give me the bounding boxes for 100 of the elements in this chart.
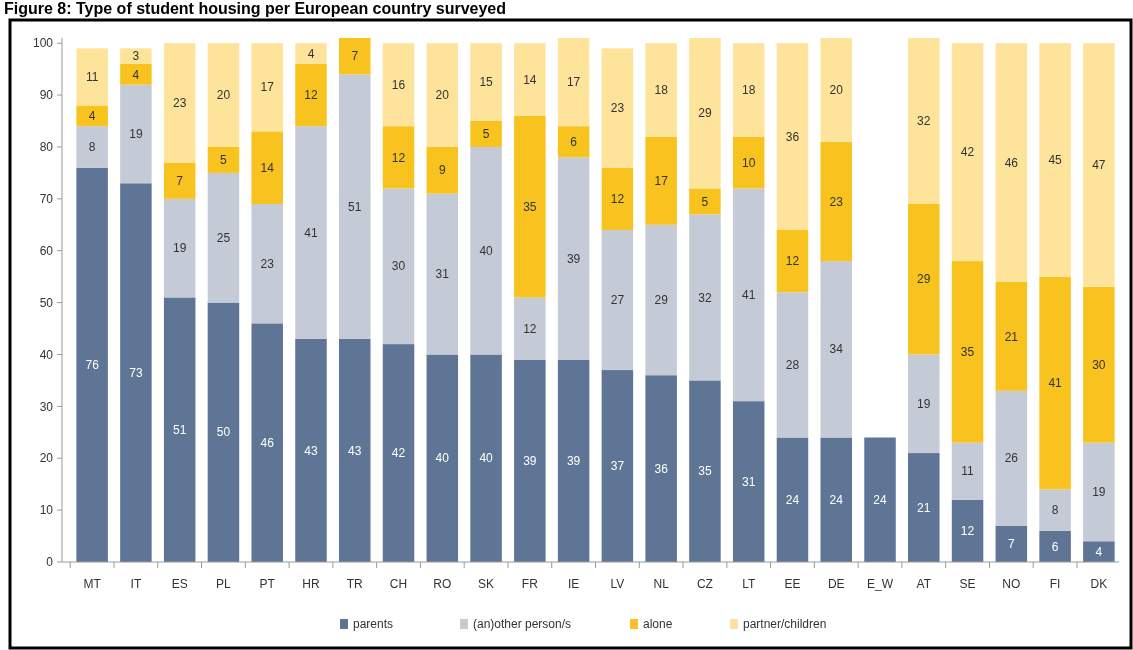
chart-title: Figure 8: Type of student housing per European country surveyed <box>4 0 506 17</box>
data-label: 7 <box>351 49 359 64</box>
bar <box>951 442 984 500</box>
bar <box>76 126 108 168</box>
x-tick-label: NO <box>1002 577 1021 591</box>
data-label: 41 <box>1048 376 1063 391</box>
bar <box>951 43 984 262</box>
bar <box>426 193 459 355</box>
bar <box>645 224 677 376</box>
bar <box>339 74 371 339</box>
bar <box>601 370 634 562</box>
data-label: 43 <box>348 443 362 458</box>
bar <box>163 297 196 562</box>
x-tick-label: LV <box>610 577 625 591</box>
bar <box>470 121 502 147</box>
data-label: 27 <box>610 293 625 308</box>
bar <box>76 167 108 562</box>
bar <box>207 43 240 147</box>
data-label: 8 <box>1051 503 1059 518</box>
bar <box>76 48 108 106</box>
data-label: 8 <box>88 140 96 155</box>
data-label: 30 <box>1092 358 1106 373</box>
y-tick-label: 90 <box>39 88 54 103</box>
bar <box>645 375 677 562</box>
bar <box>207 172 240 303</box>
data-label: 4 <box>132 67 140 82</box>
bar <box>382 43 415 127</box>
bar <box>951 261 984 443</box>
data-label: 31 <box>435 267 450 282</box>
x-tick-label: MT <box>83 577 102 591</box>
y-tick-label: 100 <box>32 36 54 51</box>
x-tick-label: IT <box>130 577 142 591</box>
data-label: 36 <box>654 461 669 476</box>
x-tick-label: IE <box>567 577 580 591</box>
x-tick-label: CH <box>389 577 408 591</box>
data-label: 10 <box>742 155 756 170</box>
bar <box>251 43 283 132</box>
bar <box>820 141 852 262</box>
bar <box>557 359 590 562</box>
data-label: 5 <box>482 127 490 142</box>
x-tick-label: PT <box>259 577 276 591</box>
data-label: 4 <box>307 46 315 61</box>
x-tick-label: ES <box>171 577 188 591</box>
bar <box>382 126 415 189</box>
bar <box>908 38 940 205</box>
bar <box>776 43 809 230</box>
bar <box>207 146 240 173</box>
data-label: 39 <box>523 454 537 469</box>
data-label: 46 <box>1004 155 1019 170</box>
bar <box>1083 43 1115 288</box>
x-tick-label: RO <box>433 577 452 591</box>
y-tick-label: 80 <box>39 140 54 155</box>
data-label: 31 <box>742 474 756 489</box>
data-label: 14 <box>523 72 537 87</box>
data-label: 11 <box>961 464 975 479</box>
bar <box>295 338 327 562</box>
bar <box>1039 530 1071 562</box>
data-label: 41 <box>304 225 318 240</box>
bar <box>995 281 1028 391</box>
bar <box>732 136 765 189</box>
data-label: 24 <box>873 492 888 507</box>
bar <box>995 525 1028 562</box>
bar <box>382 188 415 345</box>
x-tick-label: E_W <box>867 577 894 591</box>
bar <box>1083 287 1115 443</box>
data-label: 40 <box>479 451 494 466</box>
bar <box>251 204 283 324</box>
bar <box>251 131 283 205</box>
x-tick-label: SE <box>959 577 976 591</box>
data-label: 23 <box>260 256 275 271</box>
data-label: 12 <box>523 321 537 336</box>
data-label: 45 <box>1048 153 1063 168</box>
data-label: 16 <box>391 77 406 92</box>
bar <box>120 63 152 85</box>
data-label: 20 <box>829 83 844 98</box>
data-label: 23 <box>610 101 625 116</box>
x-tick-label: FI <box>1049 577 1061 591</box>
data-label: 20 <box>435 88 450 103</box>
bar <box>820 38 852 142</box>
bar <box>295 43 327 64</box>
bar <box>689 380 721 562</box>
bar <box>1039 276 1071 490</box>
bar <box>776 229 809 293</box>
bar <box>514 359 546 562</box>
bar <box>995 43 1028 282</box>
data-label: 17 <box>566 75 581 90</box>
data-label: 19 <box>129 127 143 142</box>
y-tick-label: 10 <box>39 503 54 518</box>
data-label: 34 <box>829 342 844 357</box>
bar <box>207 302 240 562</box>
bar <box>514 115 546 298</box>
bar <box>732 188 765 402</box>
bar <box>908 453 940 562</box>
data-label: 23 <box>173 96 187 111</box>
data-label: 21 <box>917 500 931 515</box>
data-label: 73 <box>129 365 143 380</box>
bar <box>1083 442 1115 542</box>
bar <box>776 292 809 438</box>
bar <box>557 126 590 158</box>
bar <box>163 198 196 298</box>
